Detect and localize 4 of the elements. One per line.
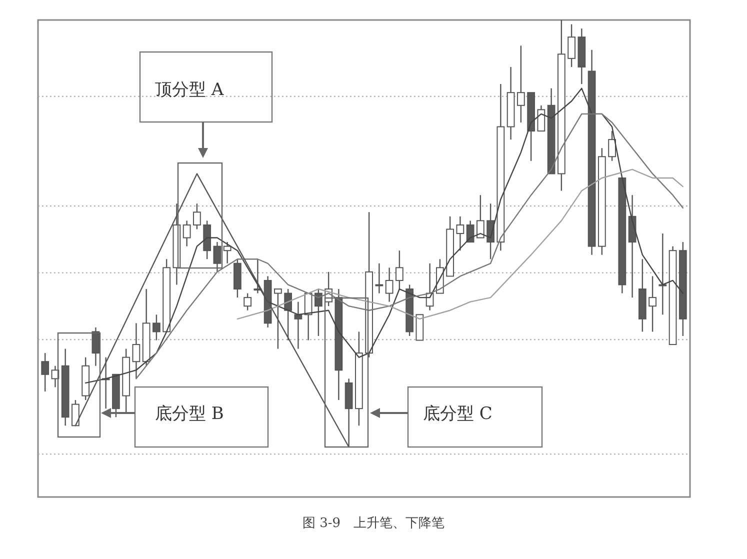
caption: 图 3-9 上升笔、下降笔 <box>302 516 445 531</box>
annotation: 底分型 B <box>155 404 224 424</box>
annotation: 底分型 C <box>423 404 492 424</box>
annotation: 顶分型 A <box>155 80 224 100</box>
